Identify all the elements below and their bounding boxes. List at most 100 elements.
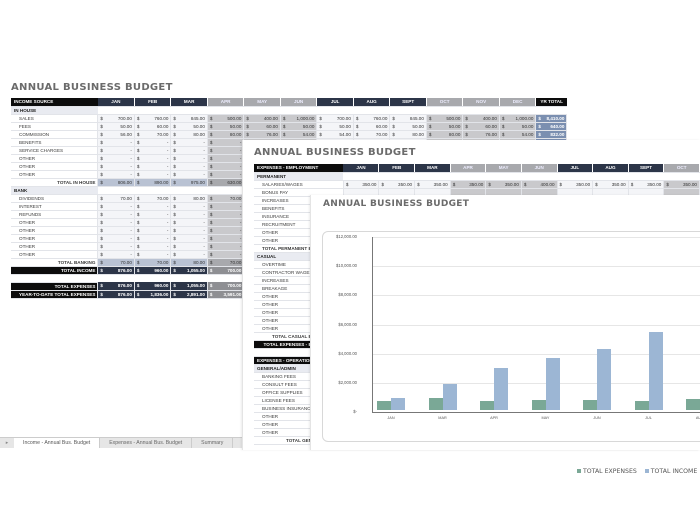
amount-cell[interactable]: $700.00 [207, 266, 245, 275]
amount-cell[interactable]: $50.00 [170, 122, 208, 131]
amount-cell[interactable]: $80.00 [170, 130, 208, 139]
amount-cell[interactable]: $806.00 [97, 178, 135, 187]
amount-cell[interactable]: $500.00 [426, 114, 464, 123]
amount-cell[interactable]: $760.00 [134, 114, 172, 123]
amount-cell[interactable]: $56.00 [97, 130, 135, 139]
amount-cell[interactable]: $- [134, 234, 172, 243]
bar-total-expenses[interactable] [634, 400, 649, 410]
amount-cell[interactable]: $350.00 [485, 180, 522, 189]
amount-cell[interactable]: $350.00 [557, 180, 594, 189]
yr-total-header[interactable]: YR TOTAL [535, 98, 567, 107]
amount-cell[interactable]: $700.00 [97, 114, 135, 123]
amount-cell[interactable]: $- [134, 242, 172, 251]
amount-cell[interactable]: $- [170, 250, 208, 259]
amount-cell[interactable]: $- [97, 218, 135, 227]
amount-cell[interactable]: $70.00 [97, 258, 135, 267]
amount-cell[interactable]: $- [170, 154, 208, 163]
amount-cell[interactable]: $- [97, 250, 135, 259]
amount-cell[interactable]: $- [207, 210, 245, 219]
month-header-aug[interactable]: AUG [592, 164, 629, 173]
month-header-jul[interactable]: JUL [557, 164, 594, 173]
amount-cell[interactable]: $- [97, 162, 135, 171]
amount-cell[interactable]: $70.00 [97, 194, 135, 203]
amount-cell[interactable]: $- [97, 242, 135, 251]
month-header-apr[interactable]: APR [207, 98, 245, 107]
amount-cell[interactable]: $500.00 [207, 114, 245, 123]
bar-total-expenses[interactable] [531, 400, 546, 410]
amount-cell[interactable]: $70.00 [207, 258, 245, 267]
month-header-sept[interactable]: SEPT [389, 98, 427, 107]
amount-cell[interactable]: $60.00 [353, 122, 391, 131]
amount-cell[interactable]: $80.00 [426, 130, 464, 139]
bar-total-expenses[interactable] [480, 400, 494, 410]
amount-cell[interactable]: $1,055.00 [170, 266, 208, 275]
amount-cell[interactable]: $- [207, 250, 245, 259]
amount-cell[interactable]: $845.00 [389, 114, 427, 123]
tab-income[interactable]: Income - Annual Bus. Budget [14, 438, 101, 448]
bar-total-income[interactable] [545, 358, 560, 410]
amount-cell[interactable]: $- [134, 250, 172, 259]
amount-cell[interactable]: $- [134, 146, 172, 155]
amount-cell[interactable]: $- [97, 138, 135, 147]
bar-total-expenses[interactable] [686, 399, 700, 410]
amount-cell[interactable]: $70.00 [353, 130, 391, 139]
bar-total-expenses[interactable] [428, 398, 443, 410]
amount-cell[interactable]: $- [207, 170, 245, 179]
amount-cell[interactable]: $350.00 [343, 180, 380, 189]
amount-cell[interactable]: $- [97, 226, 135, 235]
amount-cell[interactable]: $- [134, 154, 172, 163]
amount-cell[interactable]: $- [97, 202, 135, 211]
amount-cell[interactable]: $876.00 [97, 290, 135, 299]
amount-cell[interactable]: $76.00 [243, 130, 281, 139]
amount-cell[interactable]: $50.00 [280, 122, 318, 131]
amount-cell[interactable]: $- [207, 138, 245, 147]
amount-cell[interactable]: $- [207, 202, 245, 211]
amount-cell[interactable]: $- [134, 170, 172, 179]
amount-cell[interactable]: $50.00 [316, 122, 354, 131]
amount-cell[interactable]: $350.00 [414, 180, 451, 189]
amount-cell[interactable]: $400.00 [521, 180, 558, 189]
amount-cell[interactable]: $760.00 [353, 114, 391, 123]
amount-cell[interactable]: $- [170, 218, 208, 227]
month-header-may[interactable]: MAY [243, 98, 281, 107]
tab-summary[interactable]: Summary [192, 438, 234, 448]
amount-cell[interactable]: $- [134, 162, 172, 171]
amount-cell[interactable]: $700.00 [316, 114, 354, 123]
amount-cell[interactable]: $- [97, 234, 135, 243]
month-header-jun[interactable]: JUN [521, 164, 558, 173]
month-header-jul[interactable]: JUL [316, 98, 354, 107]
month-header-feb[interactable]: FEB [134, 98, 172, 107]
amount-cell[interactable]: $60.00 [462, 122, 500, 131]
amount-cell[interactable]: $- [207, 162, 245, 171]
amount-cell[interactable]: $- [207, 218, 245, 227]
amount-cell[interactable]: $- [134, 210, 172, 219]
amount-cell[interactable]: $76.00 [462, 130, 500, 139]
amount-cell[interactable]: $- [170, 170, 208, 179]
amount-cell[interactable]: $- [170, 226, 208, 235]
amount-cell[interactable]: $- [170, 162, 208, 171]
amount-cell[interactable]: $350.00 [450, 180, 487, 189]
amount-cell[interactable]: $80.00 [170, 194, 208, 203]
month-header-feb[interactable]: FEB [378, 164, 416, 173]
amount-cell[interactable]: $700.00 [207, 282, 245, 291]
tab-scroll-arrow-icon[interactable]: ▸ [5, 440, 9, 446]
tab-expenses[interactable]: Expenses - Annual Bus. Budget [100, 438, 193, 448]
amount-cell[interactable]: $- [170, 146, 208, 155]
amount-cell[interactable]: $2,891.00 [170, 290, 208, 299]
amount-cell[interactable]: $60.00 [134, 122, 172, 131]
amount-cell[interactable]: $- [207, 154, 245, 163]
month-header-jun[interactable]: JUN [280, 98, 318, 107]
month-header-may[interactable]: MAY [485, 164, 522, 173]
amount-cell[interactable]: $400.00 [462, 114, 500, 123]
amount-cell[interactable]: $350.00 [628, 180, 665, 189]
amount-cell[interactable]: $- [207, 234, 245, 243]
amount-cell[interactable]: $975.00 [170, 178, 208, 187]
amount-cell[interactable]: $350.00 [663, 180, 700, 189]
amount-cell[interactable]: $- [134, 202, 172, 211]
month-header-mar[interactable]: MAR [170, 98, 208, 107]
amount-cell[interactable]: $960.00 [134, 266, 172, 275]
amount-cell[interactable]: $70.00 [134, 258, 172, 267]
month-header-sept[interactable]: SEPT [628, 164, 665, 173]
month-header-nov[interactable]: NOV [462, 98, 500, 107]
amount-cell[interactable]: $50.00 [426, 122, 464, 131]
